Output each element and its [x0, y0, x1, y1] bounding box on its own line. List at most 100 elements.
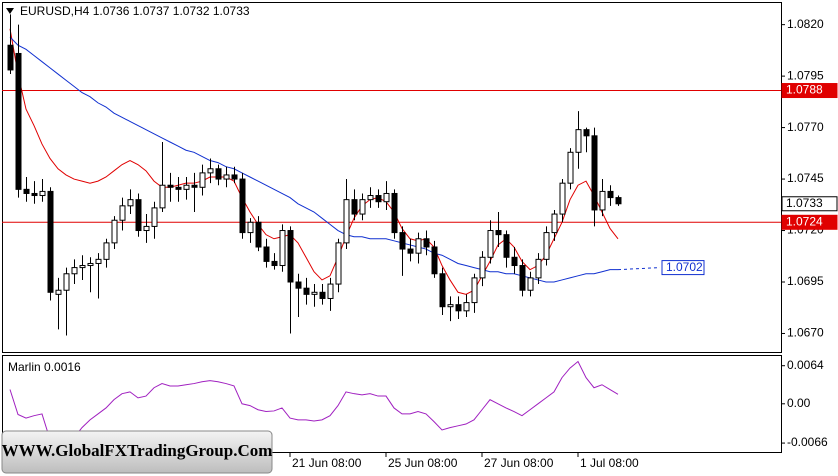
y-tick-label: 1.0795 [787, 68, 824, 82]
candle-body [191, 184, 198, 188]
indicator-value: 0.0016 [44, 360, 81, 374]
y-tick-label: 0.00 [787, 396, 811, 410]
candle-body [479, 256, 486, 279]
x-tick-label: 27 Jun 08:00 [484, 456, 554, 470]
watermark: WWW.GlobalFXTradingGroup.Com [2, 441, 273, 460]
candle-body [327, 283, 334, 299]
candle-body [439, 273, 446, 308]
projection-label-box [661, 260, 705, 276]
high-value: 1.0737 [133, 4, 170, 18]
candle-body [311, 291, 318, 295]
candle-body [495, 230, 502, 236]
candle-body [175, 186, 182, 190]
candle-body [223, 174, 230, 180]
candle-body [535, 258, 542, 279]
y-tick-label: 1.0695 [787, 274, 824, 288]
candle-body [31, 192, 38, 197]
candle-body [71, 267, 78, 275]
candle-body [359, 199, 366, 215]
menu-triangle[interactable] [6, 8, 14, 14]
candle-body [119, 205, 126, 221]
candle-body [239, 178, 246, 234]
candle-body [599, 190, 606, 211]
x-tick-label: 1 Jul 08:00 [580, 456, 639, 470]
candle-body [151, 207, 158, 227]
overlay-line [9, 36, 618, 283]
candle-body [247, 221, 254, 234]
candle-body [407, 248, 414, 254]
candle-body [167, 184, 174, 188]
candle-body [183, 184, 190, 190]
candle-body [87, 262, 94, 267]
close-value: 1.0733 [213, 4, 250, 18]
symbol: EURUSD,H4 [20, 4, 90, 18]
x-tick-label: 21 Jun 08:00 [292, 456, 362, 470]
y-tick-label: 1.0670 [787, 326, 824, 340]
y-tick-label: 1.0770 [787, 120, 824, 134]
main-panel [2, 2, 782, 353]
candle-body [431, 246, 438, 275]
candle-body [591, 135, 598, 211]
candle-body [111, 219, 118, 244]
y-tick-label: 0.0064 [787, 358, 824, 372]
candle-body [511, 256, 518, 267]
candle-body [15, 52, 22, 190]
candle-body [23, 188, 30, 194]
level-label-box [781, 83, 838, 99]
candle-body [279, 230, 286, 267]
candle-body [607, 190, 614, 199]
candle-body [343, 199, 350, 244]
candle-body [423, 238, 430, 248]
current-price-label: 1.0733 [786, 196, 823, 210]
y-tick-label: -0.0066 [787, 435, 828, 449]
candle-body [271, 260, 278, 267]
candle-body [47, 190, 54, 293]
candle-body [319, 291, 326, 299]
candle-body [559, 182, 566, 215]
candle-body [351, 199, 358, 215]
candle-body [103, 242, 110, 260]
candle-body [375, 195, 382, 203]
y-tick-label: 1.0820 [787, 17, 824, 31]
watermark-box [1, 430, 273, 474]
candle-body [143, 225, 150, 232]
candle-body [615, 197, 622, 205]
candle-body [455, 304, 462, 312]
candle-body [199, 172, 206, 188]
candle-body [295, 281, 302, 289]
candle-body [383, 192, 390, 203]
candle-body [255, 221, 262, 248]
projection-label: 1.0702 [666, 260, 703, 274]
candle-body [335, 242, 342, 285]
candle-body [471, 277, 478, 304]
candle-body [415, 238, 422, 254]
candle-body [231, 174, 238, 180]
chart-header: EURUSD,H4 1.0736 1.0737 1.0732 1.0733 [20, 4, 250, 18]
candle-body [215, 168, 222, 180]
level-label: 1.0724 [786, 214, 823, 228]
overlay-line [9, 28, 619, 295]
low-value: 1.0732 [173, 4, 210, 18]
indicator-name: Marlin [8, 360, 41, 374]
level-label-box [781, 214, 838, 230]
candle-body [303, 287, 310, 295]
candle-body [575, 129, 582, 153]
candle-body [447, 304, 454, 308]
candle-body [95, 258, 102, 264]
candle-body [583, 129, 590, 137]
candle-body [207, 168, 214, 174]
candle-body [399, 232, 406, 250]
indicator-header: Marlin 0.0016 [8, 360, 81, 374]
candle-body [551, 213, 558, 234]
candle-body [79, 265, 86, 269]
candle-body [519, 265, 526, 291]
level-label: 1.0788 [786, 83, 823, 97]
indicator-line [9, 360, 619, 445]
plot-layer: 1.08201.07951.07701.07451.07201.06951.06… [2, 14, 838, 470]
candle-body [487, 230, 494, 258]
candle-body [135, 199, 142, 232]
candle-body [39, 190, 46, 197]
candle-body [463, 302, 470, 312]
